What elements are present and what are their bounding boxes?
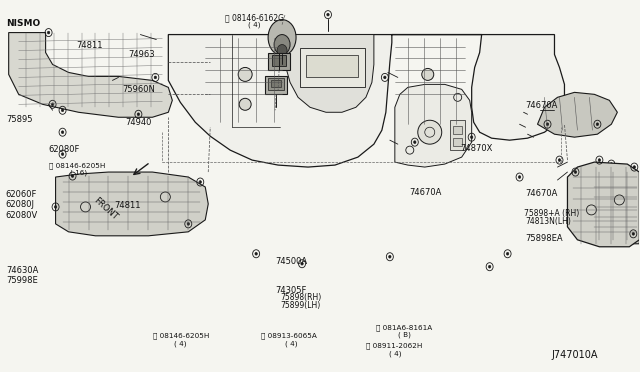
Ellipse shape (547, 123, 548, 126)
Ellipse shape (594, 173, 596, 176)
Text: 75898+A (RH): 75898+A (RH) (524, 209, 580, 218)
Bar (452, 126, 461, 134)
Ellipse shape (413, 141, 416, 144)
Text: 74813N(LH): 74813N(LH) (525, 217, 572, 226)
Bar (265, 76, 287, 94)
Ellipse shape (187, 222, 189, 225)
Text: 74500A: 74500A (275, 257, 307, 266)
Ellipse shape (574, 171, 577, 173)
Ellipse shape (598, 159, 600, 161)
Ellipse shape (518, 176, 521, 179)
Ellipse shape (596, 123, 598, 126)
Text: ( 4): ( 4) (285, 340, 298, 347)
Ellipse shape (422, 98, 434, 110)
Ellipse shape (488, 265, 491, 268)
Ellipse shape (630, 235, 632, 238)
Polygon shape (285, 35, 374, 112)
Bar (306, 55, 358, 77)
Ellipse shape (61, 109, 64, 112)
Text: 75998E: 75998E (6, 276, 38, 285)
Text: Ⓑ 08146-6205H: Ⓑ 08146-6205H (153, 333, 209, 339)
Ellipse shape (610, 163, 612, 166)
Text: 75899(LH): 75899(LH) (280, 301, 321, 310)
Ellipse shape (274, 35, 290, 54)
Text: 75960N: 75960N (122, 85, 155, 94)
Ellipse shape (422, 68, 434, 80)
Text: 75898(RH): 75898(RH) (280, 294, 322, 302)
Ellipse shape (277, 45, 287, 57)
Bar (268, 52, 290, 70)
Polygon shape (589, 167, 639, 244)
Text: FRONT: FRONT (92, 196, 119, 222)
Bar (272, 55, 286, 67)
Ellipse shape (418, 120, 442, 144)
Text: 74811: 74811 (115, 201, 141, 210)
Ellipse shape (470, 136, 473, 139)
Text: 74305F: 74305F (275, 286, 307, 295)
Text: Ⓛ 08146-6205H: Ⓛ 08146-6205H (49, 162, 105, 169)
Ellipse shape (255, 252, 257, 255)
Ellipse shape (61, 153, 64, 155)
Text: 74670A: 74670A (525, 189, 558, 198)
Text: 74811: 74811 (76, 41, 102, 51)
Polygon shape (9, 33, 172, 117)
Ellipse shape (47, 31, 50, 34)
Ellipse shape (51, 103, 54, 106)
Ellipse shape (327, 13, 329, 16)
Text: 74670A: 74670A (525, 101, 558, 110)
Text: 62080F: 62080F (49, 145, 80, 154)
Bar (271, 80, 281, 87)
Ellipse shape (154, 76, 157, 79)
Polygon shape (538, 92, 618, 137)
Ellipse shape (388, 255, 391, 258)
Text: 74940: 74940 (125, 118, 152, 127)
Text: Ⓑ 08146-6162G: Ⓑ 08146-6162G (225, 13, 285, 22)
Text: ( 4): ( 4) (248, 22, 261, 28)
Ellipse shape (633, 166, 636, 169)
Ellipse shape (301, 262, 303, 265)
Polygon shape (168, 35, 564, 167)
Ellipse shape (61, 131, 64, 134)
Bar (268, 78, 284, 90)
Text: 75898EA: 75898EA (525, 234, 563, 243)
Ellipse shape (137, 113, 140, 116)
Text: 75895: 75895 (6, 115, 32, 124)
Bar (450, 120, 465, 150)
Text: 62080J: 62080J (6, 200, 35, 209)
Ellipse shape (54, 205, 57, 208)
Polygon shape (568, 162, 639, 247)
Ellipse shape (632, 232, 634, 235)
Ellipse shape (238, 67, 252, 81)
Ellipse shape (71, 174, 74, 177)
Text: Ⓝ 08911-2062H: Ⓝ 08911-2062H (366, 343, 422, 349)
Text: 74963: 74963 (129, 50, 155, 59)
Text: ( B): ( B) (398, 332, 411, 338)
Text: 62060F: 62060F (6, 190, 37, 199)
Text: ( 4): ( 4) (174, 340, 187, 347)
Text: ( 16): ( 16) (70, 170, 87, 176)
Text: Ⓝ 08913-6065A: Ⓝ 08913-6065A (261, 333, 317, 339)
Ellipse shape (506, 252, 509, 255)
Text: 62080V: 62080V (6, 211, 38, 220)
Text: 74870X: 74870X (461, 144, 493, 153)
Polygon shape (56, 172, 208, 236)
Text: NISMO: NISMO (6, 19, 40, 28)
Text: J747010A: J747010A (551, 350, 598, 360)
Ellipse shape (383, 76, 386, 79)
Bar (300, 48, 365, 87)
Text: ( 4): ( 4) (389, 350, 401, 357)
Ellipse shape (199, 181, 202, 183)
Ellipse shape (558, 159, 561, 161)
Bar (452, 138, 461, 146)
Text: 74670A: 74670A (410, 188, 442, 197)
Ellipse shape (268, 20, 296, 55)
Polygon shape (395, 84, 472, 167)
Ellipse shape (239, 98, 251, 110)
Text: Ⓑ 081A6-8161A: Ⓑ 081A6-8161A (376, 324, 433, 331)
Text: 74630A: 74630A (6, 266, 38, 275)
